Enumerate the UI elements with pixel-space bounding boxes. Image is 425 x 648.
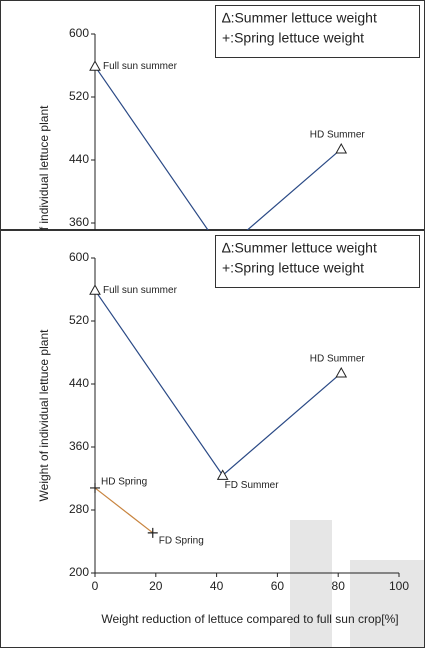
marker <box>89 284 101 295</box>
y-tick-label: 280 <box>69 502 89 516</box>
watermark <box>290 520 332 648</box>
y-tick-label: 440 <box>69 376 89 390</box>
x-tick-label: 0 <box>92 579 99 593</box>
x-tick-label: 40 <box>210 579 224 593</box>
x-axis-label: Weight reduction of lettuce compared to … <box>101 612 398 626</box>
chart-bottom: 200 280 360 440 520 600 0 20 40 60 80 100 Weight red… <box>0 230 425 648</box>
point-label: HD Summer <box>310 130 366 141</box>
marker <box>89 60 101 71</box>
point-label: FD Spring <box>159 535 204 546</box>
series-line <box>94 487 154 534</box>
x-tick-label: 80 <box>332 579 346 593</box>
y-tick-label: 200 <box>69 565 89 579</box>
point-label: Full sun summer <box>103 61 178 72</box>
y-tick-label: 600 <box>69 26 89 40</box>
y-tick-label: 360 <box>69 215 89 229</box>
point-label: Full sun summer <box>103 285 178 296</box>
series-line <box>94 289 342 477</box>
y-tick-label: 360 <box>69 439 89 453</box>
legend-box <box>215 5 420 58</box>
legend-entry: +:Spring lettuce weight <box>222 260 364 276</box>
watermark <box>350 560 425 648</box>
marker <box>335 142 348 154</box>
x-tick-label: 100 <box>389 579 409 593</box>
y-tick-label: 600 <box>69 250 89 264</box>
y-tick-label: 520 <box>69 313 89 327</box>
marker <box>147 527 158 538</box>
x-tick-label: 20 <box>149 579 163 593</box>
y-tick-label: 440 <box>69 152 89 166</box>
y-tick-label: 520 <box>69 89 89 103</box>
marker <box>90 482 100 493</box>
series-line <box>94 65 342 230</box>
marker <box>335 366 348 378</box>
legend-entry: ∆:Summer lettuce weight <box>222 10 377 26</box>
legend-entry: ∆:Summer lettuce weight <box>222 240 377 256</box>
point-label: HD Spring <box>101 477 147 488</box>
y-axis-label: Weight of individual lettuce plant <box>37 105 51 230</box>
legend-box <box>215 235 420 288</box>
legend-entry: +:Spring lettuce weight <box>222 30 364 46</box>
y-axis-label: Weight of individual lettuce plant <box>37 329 51 502</box>
x-tick-label: 60 <box>271 579 285 593</box>
point-label: HD Summer <box>310 354 366 365</box>
point-label: FD Summer <box>225 480 280 491</box>
marker <box>216 469 229 480</box>
